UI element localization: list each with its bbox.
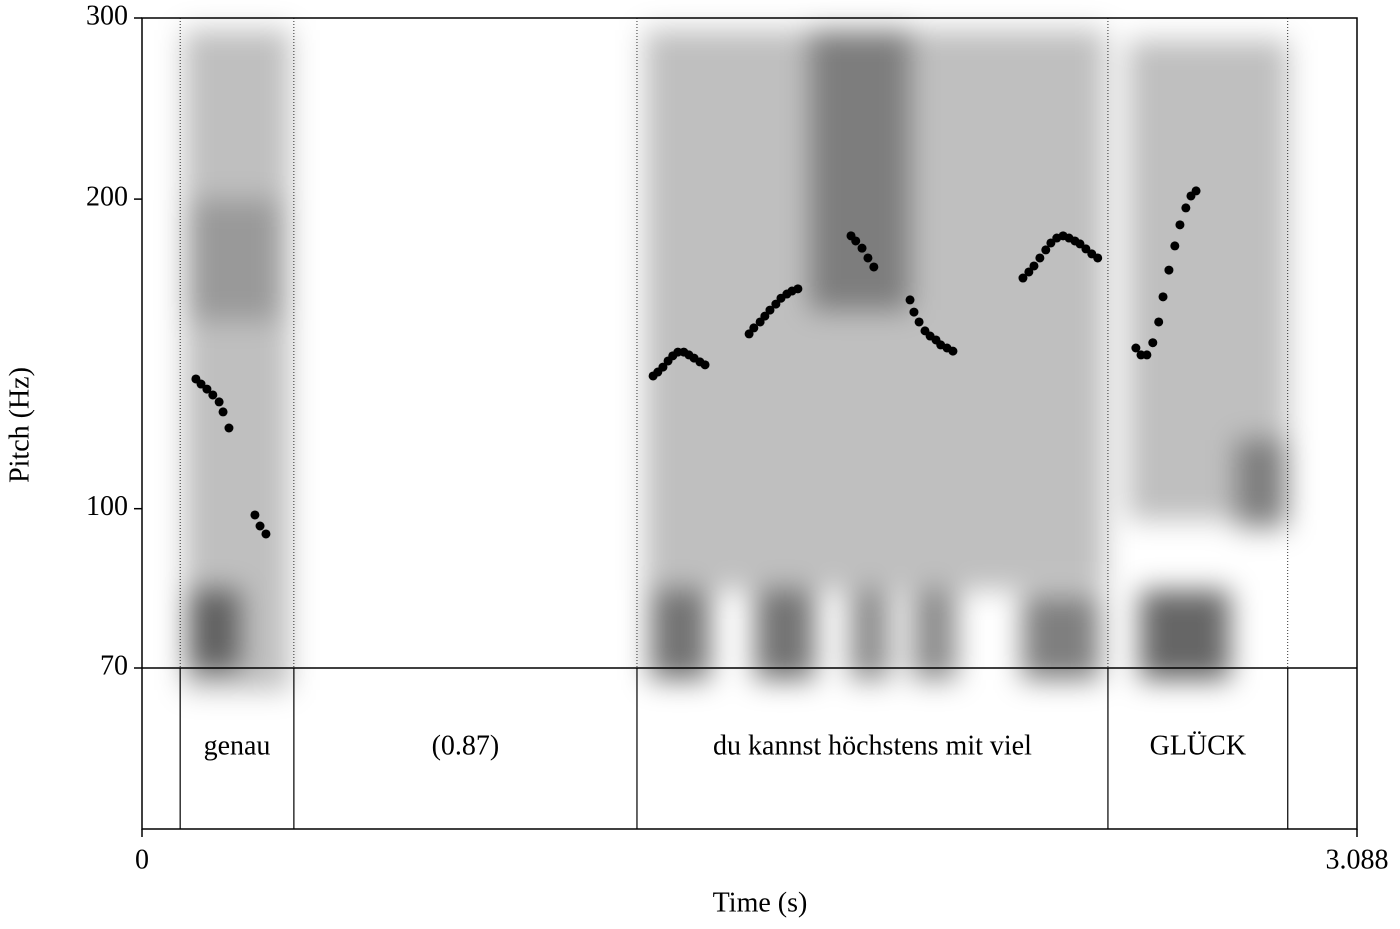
pitch-point xyxy=(1181,203,1191,213)
pitch-point xyxy=(793,284,803,294)
y-tick-label: 300 xyxy=(86,0,128,31)
y-tick-label: 70 xyxy=(100,650,128,681)
pitch-point xyxy=(905,295,915,305)
pitch-point xyxy=(1075,239,1085,249)
y-axis-label: Pitch (Hz) xyxy=(4,367,35,483)
pitch-point xyxy=(869,262,879,272)
pitch-point xyxy=(1158,292,1168,302)
pitch-point xyxy=(214,397,224,407)
pitch-point xyxy=(771,299,781,309)
pitch-point xyxy=(1093,253,1103,263)
pitch-point xyxy=(1142,350,1152,360)
interval-label: GLÜCK xyxy=(1150,730,1246,761)
pitch-point xyxy=(765,305,775,315)
pitch-point xyxy=(658,362,668,372)
pitch-point xyxy=(261,529,271,539)
x-tick-label: 3.088 xyxy=(1326,844,1389,875)
pitch-point xyxy=(1018,273,1028,283)
pitch-point xyxy=(760,311,770,321)
pitch-point xyxy=(1024,267,1034,277)
pitch-point xyxy=(909,307,919,317)
pitch-point xyxy=(851,236,861,246)
x-tick-label: 0 xyxy=(135,844,149,875)
pitch-point xyxy=(914,317,924,327)
pitch-point xyxy=(202,384,212,394)
pitch-point xyxy=(250,510,260,520)
interval-label: genau xyxy=(204,730,271,761)
pitch-point xyxy=(1035,253,1045,263)
x-axis-label: Time (s) xyxy=(713,887,808,918)
pitch-point xyxy=(196,379,206,389)
pitch-point xyxy=(1170,241,1180,251)
pitch-point xyxy=(1191,186,1201,196)
pitch-point xyxy=(863,253,873,263)
pitch-point xyxy=(1131,343,1141,353)
pitch-point xyxy=(700,360,710,370)
y-tick-label: 100 xyxy=(86,491,128,522)
pitch-point xyxy=(749,323,759,333)
pitch-point xyxy=(1041,245,1051,255)
pitch-point xyxy=(208,390,218,400)
pitch-point xyxy=(1148,338,1158,348)
pitch-point xyxy=(255,521,265,531)
interval-label: (0.87) xyxy=(432,730,500,761)
y-tick-label: 200 xyxy=(86,182,128,213)
interval-label: du kannst höchstens mit viel xyxy=(713,730,1032,761)
pitch-point xyxy=(948,346,958,356)
pitch-point xyxy=(224,423,234,433)
pitch-point xyxy=(1081,244,1091,254)
spectrogram xyxy=(184,30,1288,690)
pitch-point xyxy=(857,243,867,253)
pitch-point xyxy=(1164,265,1174,275)
pitch-point xyxy=(1175,220,1185,230)
frame xyxy=(141,17,1358,830)
pitch-point xyxy=(218,407,228,417)
pitch-point xyxy=(1029,261,1039,271)
pitch-point xyxy=(1046,238,1056,248)
pitch-point xyxy=(1154,317,1164,327)
